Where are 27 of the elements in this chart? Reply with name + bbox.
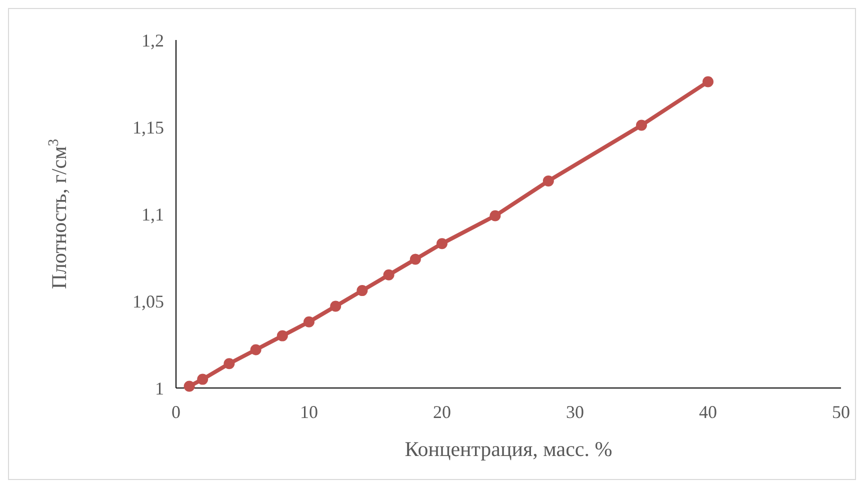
y-tick-label: 1,1: [142, 204, 164, 224]
point: [702, 76, 714, 88]
point: [184, 380, 195, 392]
point: [542, 175, 554, 186]
x-tick-label: 10: [300, 402, 318, 422]
x-tick-label: 20: [433, 402, 451, 422]
x-tick-label: 50: [832, 402, 850, 422]
x-tick-label: 0: [172, 402, 180, 422]
point: [304, 316, 314, 328]
point: [224, 358, 235, 370]
point: [276, 330, 288, 342]
point: [356, 285, 368, 296]
x-axis-title: Концентрация, масс. %: [404, 437, 612, 461]
point: [330, 300, 342, 312]
point: [490, 210, 501, 222]
y-tick-label: 1,05: [132, 291, 164, 312]
point: [410, 254, 421, 265]
y-tick-label: 1,15: [132, 117, 164, 138]
point: [636, 120, 647, 131]
x-tick-label: 30: [566, 402, 584, 422]
point: [436, 238, 448, 250]
point: [250, 344, 262, 356]
x-tick-label: 40: [699, 402, 717, 422]
y-tick-label: 1,2: [142, 30, 164, 50]
point: [197, 374, 208, 385]
point: [383, 269, 394, 280]
y-tick-label: 1: [155, 378, 164, 398]
